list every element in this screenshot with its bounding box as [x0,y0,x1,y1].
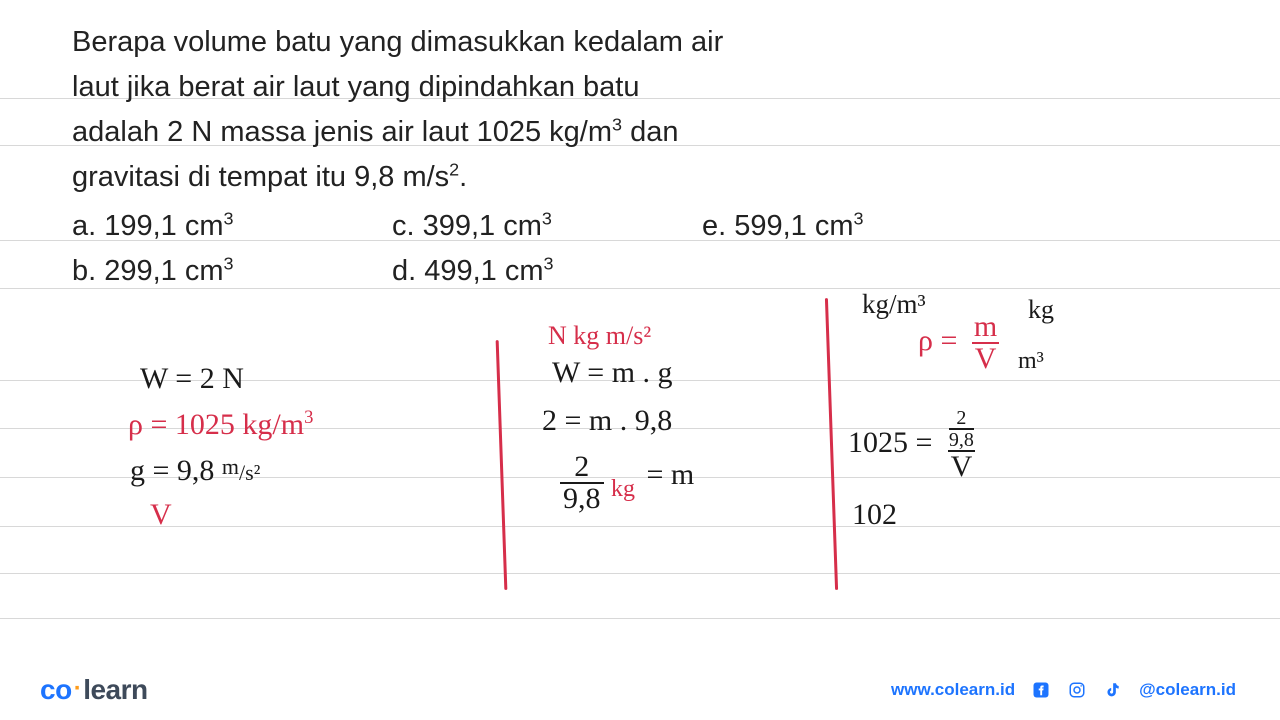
logo-co: co [40,674,72,705]
footer-handle: @colearn.id [1139,680,1236,700]
hw-divider-1 [496,340,508,590]
hw-partial-result: 102 [852,498,897,531]
choice-b: b. 299,1 cm3 [72,249,392,294]
hw-solve-num-top: 2 [956,408,966,428]
hw-rho-unit-top: kg/m³ [862,290,926,320]
hw-rho-fden: V [972,342,1000,374]
colearn-logo: co·learn [40,674,148,706]
hw-rho-fnum: m [971,312,1000,342]
hw-g-pre: g = 9,8 [130,454,222,487]
hw-rho-sup: 3 [304,407,313,428]
choice-d-text: d. 499,1 cm [392,255,544,287]
choice-c-sup: 3 [542,208,552,228]
hw-rho-lhs: ρ = [918,324,957,357]
hw-rho-frac: m V [971,312,1000,374]
choice-b-text: b. 299,1 cm [72,255,224,287]
choice-c: c. 399,1 cm3 [392,204,702,249]
q3-post: dan [622,116,678,148]
footer: co·learn www.colearn.id @colearn.id [0,660,1280,720]
choice-e-text: e. 599,1 cm [702,210,854,242]
q4-pre: gravitasi di tempat itu 9,8 m/s [72,161,449,193]
q3-sup: 3 [612,114,622,134]
q4-sup: 2 [449,159,459,179]
q4-post: . [459,161,467,193]
hw-units-line: N kg m/s² [548,322,651,351]
hw-solve-num-bot: 9,8 [949,428,974,450]
choice-c-text: c. 399,1 cm [392,210,542,242]
answer-choices: a. 199,1 cm3 b. 299,1 cm3 c. 399,1 cm3 d… [72,204,1208,294]
rule-line [0,618,1280,619]
hw-solve-num: 2 9,8 [946,408,977,450]
question-line-1: Berapa volume batu yang dimasukkan kedal… [72,20,1208,65]
hw-eq-2mg: 2 = m . 9,8 [542,404,672,437]
instagram-icon [1067,680,1087,700]
hw-mass-rhs: = m [647,458,695,491]
hw-g-m: m [222,454,239,479]
footer-url: www.colearn.id [891,680,1015,700]
hw-given-rho: ρ = 1025 kg/m3 [128,408,313,441]
logo-dot: · [72,675,84,702]
hw-given-W: W = 2 N [140,362,244,395]
footer-right: www.colearn.id @colearn.id [891,680,1236,700]
hw-mass-frac: 2 9,8 [560,452,604,514]
hw-solve-frac: 2 9,8 V [946,408,977,482]
choice-e: e. 599,1 cm3 [702,204,1002,249]
hw-eq-wmg: W = m . g [552,356,673,389]
question-line-3: adalah 2 N massa jenis air laut 1025 kg/… [72,110,1208,155]
hw-solve-line: 1025 = 2 9,8 V [848,408,977,482]
hw-given-V: V [150,498,172,531]
hw-g-s2: /s² [239,460,260,485]
hw-given-g: g = 9,8 m/s² [130,454,260,487]
hw-mass-den: 9,8 [560,482,604,514]
choice-a-sup: 3 [224,208,234,228]
hw-rho-unit-m3: m³ [1018,348,1044,374]
question-line-4: gravitasi di tempat itu 9,8 m/s2. [72,155,1208,200]
rule-line [0,573,1280,574]
choice-d-sup: 3 [544,253,554,273]
tiktok-icon [1103,680,1123,700]
choice-b-sup: 3 [224,253,234,273]
q3-pre: adalah 2 N massa jenis air laut 1025 kg/… [72,116,612,148]
page-root: Berapa volume batu yang dimasukkan kedal… [0,0,1280,720]
rule-line [0,526,1280,527]
hw-rho-unit-kg: kg [1028,296,1054,325]
hw-mass-unit: kg [611,476,635,502]
choice-d: d. 499,1 cm3 [392,249,702,294]
hw-divider-2 [825,298,838,590]
problem-block: Berapa volume batu yang dimasukkan kedal… [72,20,1208,294]
logo-learn: learn [83,674,147,705]
hw-solve-den: V [948,450,976,482]
hw-mass-result: 2 9,8 kg = m [560,452,694,514]
question-line-2: laut jika berat air laut yang dipindahka… [72,65,1208,110]
hw-rho-pre: ρ = 1025 kg/m [128,408,304,441]
choice-a-text: a. 199,1 cm [72,210,224,242]
facebook-icon [1031,680,1051,700]
choice-a: a. 199,1 cm3 [72,204,392,249]
hw-rho-formula: ρ = m V [918,312,1000,374]
hw-mass-num: 2 [571,452,592,482]
hw-solve-lhs: 1025 = [848,426,932,459]
choice-e-sup: 3 [854,208,864,228]
